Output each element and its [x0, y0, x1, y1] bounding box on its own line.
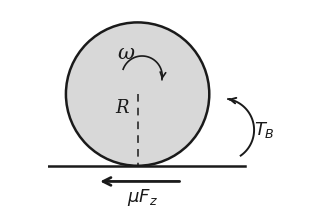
Text: ω: ω [118, 44, 135, 63]
Text: $T_B$: $T_B$ [254, 120, 275, 140]
Text: $\mu F_z$: $\mu F_z$ [127, 187, 157, 208]
Circle shape [66, 22, 209, 166]
Text: R: R [115, 99, 129, 116]
